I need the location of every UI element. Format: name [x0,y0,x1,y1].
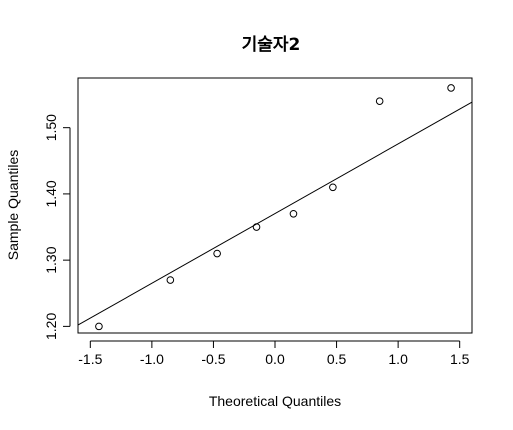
data-point [166,276,175,284]
x-tick-label: 1.0 [388,351,408,367]
x-axis-label: Theoretical Quantiles [209,393,341,409]
data-point [213,249,221,258]
x-tick-label: -1.0 [140,351,164,367]
data-point [329,183,337,192]
x-tick-label: 0.0 [265,351,285,367]
data-point [252,223,261,231]
data-point [95,322,103,331]
data-point [447,84,455,92]
x-axis: -1.5 -1.0 -0.5 0.0 0.5 1.0 1.5 [78,340,470,367]
y-tick-label: 1.40 [43,180,59,207]
y-tick-label: 1.30 [43,246,59,273]
x-tick-label: -1.5 [78,351,102,367]
x-tick-label: 0.5 [327,351,347,367]
y-axis: 1.20 1.30 1.40 1.50 [43,114,71,340]
data-point [375,97,384,105]
y-tick-label: 1.20 [43,313,59,340]
reference-line [77,101,473,326]
y-axis-label: Sample Quantiles [5,150,21,261]
y-tick-label: 1.50 [43,114,59,141]
chart-title: 기술자2 [242,35,301,55]
data-point [289,209,298,218]
x-tick-label: -0.5 [201,351,225,367]
data-points [95,84,455,331]
plot-frame [77,77,473,334]
x-tick-label: 1.5 [450,351,470,367]
